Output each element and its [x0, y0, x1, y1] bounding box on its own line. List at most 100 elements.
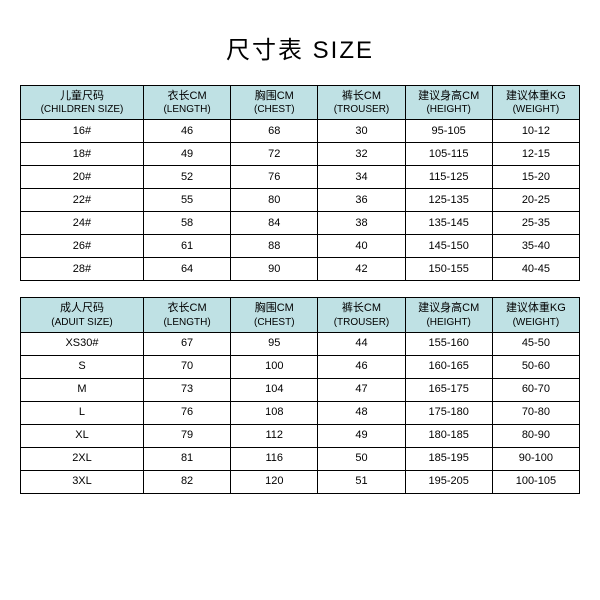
table-cell: 36 [318, 189, 405, 212]
header-cn: 胸围CM [233, 301, 315, 315]
table-cell: 10-12 [492, 120, 579, 143]
col-header-chest: 胸围CM(CHEST) [231, 86, 318, 120]
table-cell: 67 [143, 332, 230, 355]
children-size-table: 儿童尺码(CHILDREN SIZE) 衣长CM(LENGTH) 胸围CM(CH… [20, 85, 580, 281]
table-header-row: 儿童尺码(CHILDREN SIZE) 衣长CM(LENGTH) 胸围CM(CH… [21, 86, 580, 120]
table-cell: 26# [21, 235, 144, 258]
table-cell: 80-90 [492, 424, 579, 447]
table-cell: 160-165 [405, 355, 492, 378]
adult-table-body: XS30#679544155-16045-50S7010046160-16550… [21, 332, 580, 493]
table-row: 2XL8111650185-19590-100 [21, 447, 580, 470]
table-cell: 40-45 [492, 258, 579, 281]
header-cn: 裤长CM [320, 89, 402, 103]
table-cell: 145-150 [405, 235, 492, 258]
table-cell: 70 [143, 355, 230, 378]
table-row: 20#527634115-12515-20 [21, 166, 580, 189]
table-cell: 52 [143, 166, 230, 189]
table-cell: 112 [231, 424, 318, 447]
col-header-weight: 建议体重KG(WEIGHT) [492, 298, 579, 332]
table-cell: 64 [143, 258, 230, 281]
table-header-row: 成人尺码(ADUIT SIZE) 衣长CM(LENGTH) 胸围CM(CHEST… [21, 298, 580, 332]
table-cell: 150-155 [405, 258, 492, 281]
header-cn: 建议身高CM [408, 89, 490, 103]
table-cell: 12-15 [492, 143, 579, 166]
header-en: (CHILDREN SIZE) [23, 103, 141, 116]
page-title: 尺寸表 SIZE [226, 30, 374, 65]
table-cell: 76 [231, 166, 318, 189]
table-row: 16#46683095-10510-12 [21, 120, 580, 143]
col-header-size: 成人尺码(ADUIT SIZE) [21, 298, 144, 332]
table-cell: 84 [231, 212, 318, 235]
table-cell: 72 [231, 143, 318, 166]
header-cn: 建议体重KG [495, 89, 577, 103]
table-cell: 61 [143, 235, 230, 258]
table-cell: 30 [318, 120, 405, 143]
table-cell: 25-35 [492, 212, 579, 235]
table-cell: 35-40 [492, 235, 579, 258]
table-cell: 135-145 [405, 212, 492, 235]
table-cell: 46 [318, 355, 405, 378]
table-cell: 95 [231, 332, 318, 355]
table-cell: 76 [143, 401, 230, 424]
table-cell: 100-105 [492, 470, 579, 493]
table-cell: 105-115 [405, 143, 492, 166]
table-cell: 90-100 [492, 447, 579, 470]
table-cell: 20-25 [492, 189, 579, 212]
table-cell: 2XL [21, 447, 144, 470]
table-cell: 180-185 [405, 424, 492, 447]
table-cell: 175-180 [405, 401, 492, 424]
table-cell: 108 [231, 401, 318, 424]
table-cell: 50 [318, 447, 405, 470]
header-en: (HEIGHT) [408, 103, 490, 116]
table-cell: 80 [231, 189, 318, 212]
header-cn: 衣长CM [146, 301, 228, 315]
table-cell: 32 [318, 143, 405, 166]
table-cell: 16# [21, 120, 144, 143]
header-en: (TROUSER) [320, 316, 402, 329]
table-cell: 15-20 [492, 166, 579, 189]
col-header-length: 衣长CM(LENGTH) [143, 86, 230, 120]
table-cell: 49 [318, 424, 405, 447]
col-header-chest: 胸围CM(CHEST) [231, 298, 318, 332]
table-cell: 44 [318, 332, 405, 355]
table-row: 28#649042150-15540-45 [21, 258, 580, 281]
header-en: (ADUIT SIZE) [23, 316, 141, 329]
table-row: L7610848175-18070-80 [21, 401, 580, 424]
table-row: S7010046160-16550-60 [21, 355, 580, 378]
header-cn: 衣长CM [146, 89, 228, 103]
table-cell: 115-125 [405, 166, 492, 189]
table-cell: 18# [21, 143, 144, 166]
table-cell: 125-135 [405, 189, 492, 212]
header-cn: 胸围CM [233, 89, 315, 103]
table-cell: 95-105 [405, 120, 492, 143]
table-cell: 120 [231, 470, 318, 493]
table-row: 22#558036125-13520-25 [21, 189, 580, 212]
table-cell: 79 [143, 424, 230, 447]
header-cn: 裤长CM [320, 301, 402, 315]
table-cell: 46 [143, 120, 230, 143]
table-row: 3XL8212051195-205100-105 [21, 470, 580, 493]
header-cn: 建议体重KG [495, 301, 577, 315]
table-cell: 155-160 [405, 332, 492, 355]
table-cell: XL [21, 424, 144, 447]
table-row: 24#588438135-14525-35 [21, 212, 580, 235]
header-en: (CHEST) [233, 103, 315, 116]
table-cell: 24# [21, 212, 144, 235]
table-cell: 73 [143, 378, 230, 401]
col-header-size: 儿童尺码(CHILDREN SIZE) [21, 86, 144, 120]
table-cell: 42 [318, 258, 405, 281]
header-en: (CHEST) [233, 316, 315, 329]
header-en: (LENGTH) [146, 103, 228, 116]
table-cell: 22# [21, 189, 144, 212]
table-cell: 185-195 [405, 447, 492, 470]
table-cell: 104 [231, 378, 318, 401]
table-row: M7310447165-17560-70 [21, 378, 580, 401]
table-cell: 88 [231, 235, 318, 258]
table-cell: 58 [143, 212, 230, 235]
table-cell: 50-60 [492, 355, 579, 378]
table-cell: 70-80 [492, 401, 579, 424]
table-cell: S [21, 355, 144, 378]
table-row: 26#618840145-15035-40 [21, 235, 580, 258]
col-header-height: 建议身高CM(HEIGHT) [405, 298, 492, 332]
col-header-trouser: 裤长CM(TROUSER) [318, 298, 405, 332]
